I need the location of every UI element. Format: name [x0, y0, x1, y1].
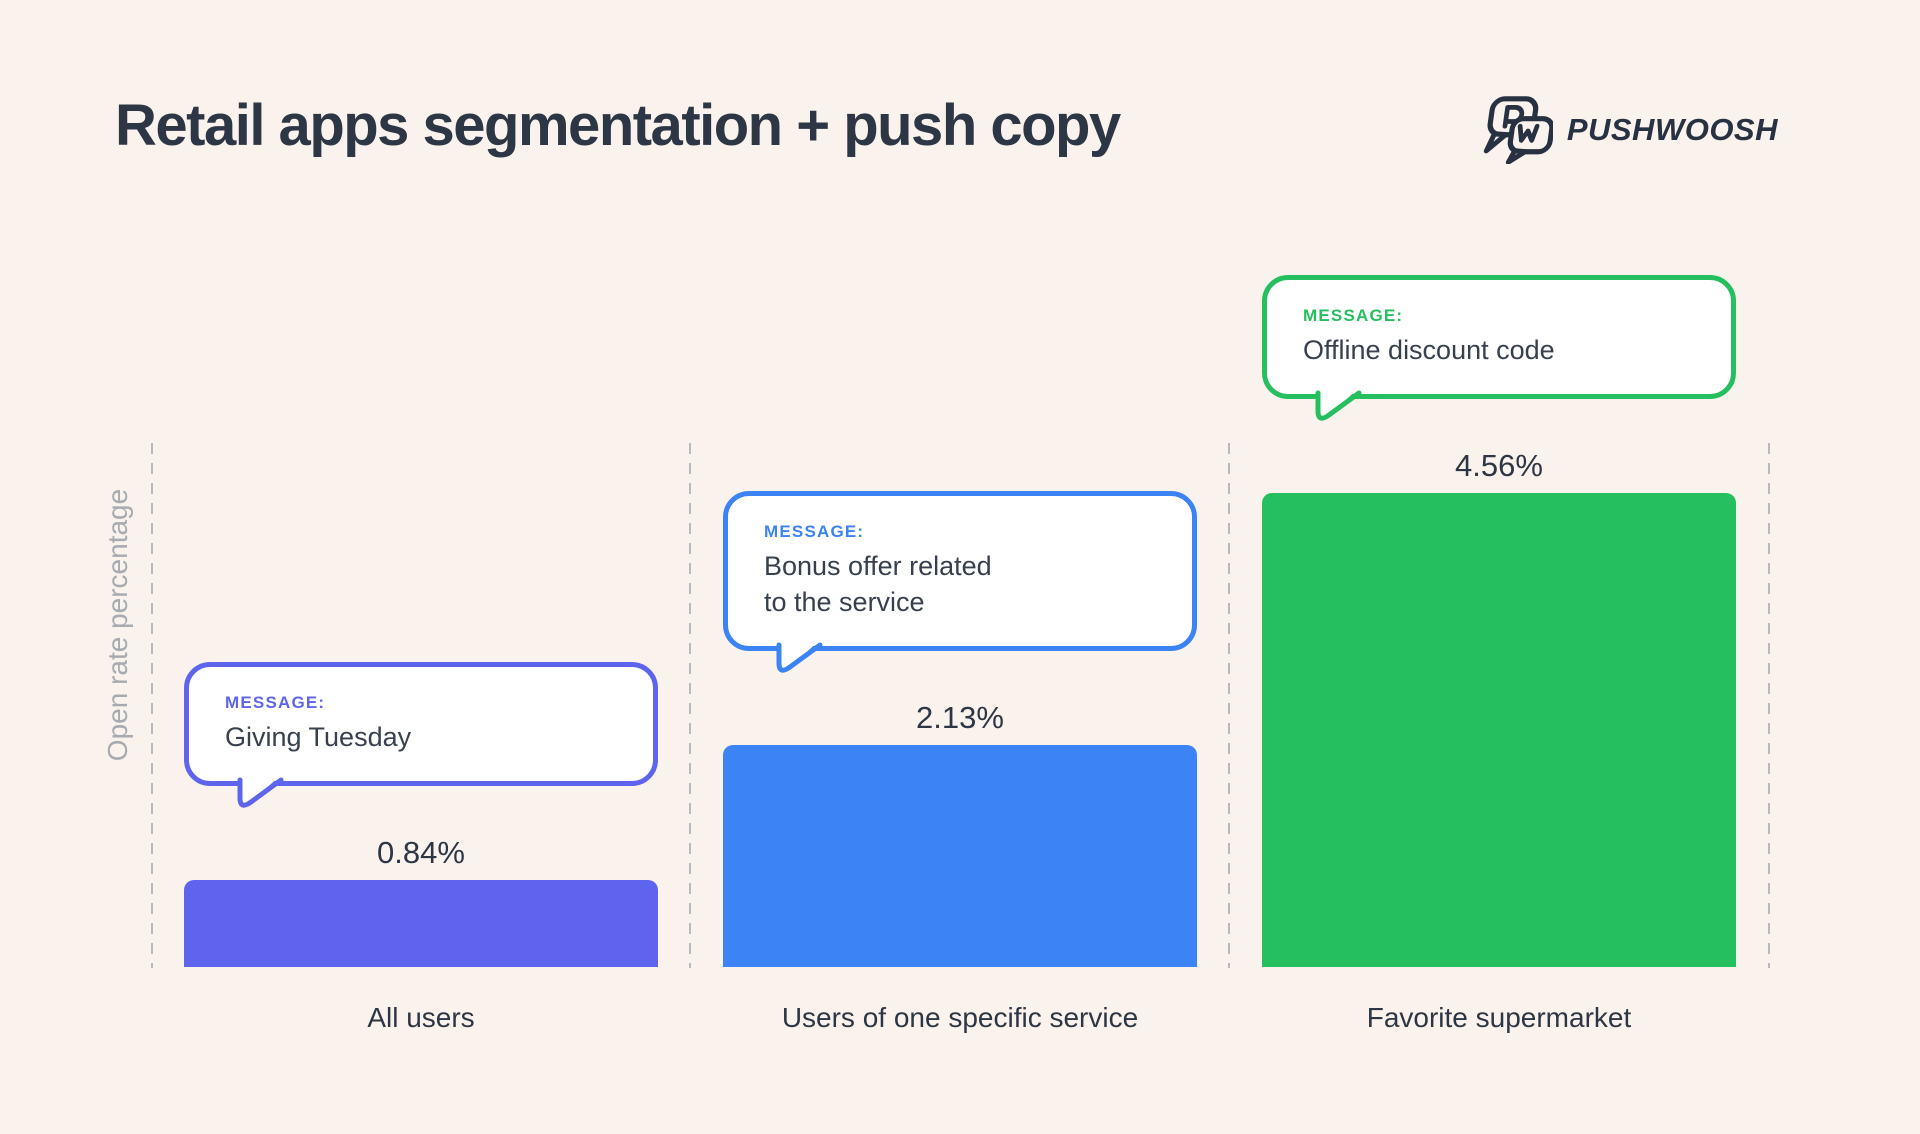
category-label: Favorite supermarket	[1366, 1002, 1632, 1033]
value-label: 4.56%	[1455, 448, 1543, 483]
bar-group-all-users: MESSAGE: Giving Tuesday 0.84%	[184, 662, 658, 967]
message-tag: MESSAGE:	[1303, 306, 1404, 325]
y-axis-label: Open rate percentage	[102, 488, 133, 762]
bar-group-specific-service: MESSAGE: Bonus offer related to the serv…	[723, 491, 1197, 967]
value-label: 2.13%	[916, 700, 1004, 735]
axis-separator	[1228, 443, 1230, 968]
category-label: All users	[367, 1002, 475, 1033]
pushwoosh-logo: PUSHWOOSH	[1473, 96, 1778, 164]
message-tag: MESSAGE:	[764, 522, 865, 541]
message-text: Bonus offer related to the service	[764, 551, 992, 617]
message-text: Offline discount code	[1303, 335, 1555, 365]
bar-group-favorite-supermarket: MESSAGE: Offline discount code 4.56%	[1262, 275, 1736, 967]
bar	[184, 880, 658, 967]
value-label: 0.84%	[377, 835, 465, 870]
page-title: Retail apps segmentation + push copy	[115, 93, 1121, 158]
bubble-tail-icon	[237, 774, 284, 808]
message-bubble: MESSAGE: Offline discount code	[1262, 275, 1736, 421]
message-text: Giving Tuesday	[225, 722, 412, 752]
bubble-tail-icon	[776, 639, 823, 673]
bubble-tail-icon	[1315, 387, 1362, 421]
message-tag: MESSAGE:	[225, 693, 326, 712]
axis-separator	[151, 443, 153, 968]
bar	[1262, 493, 1736, 967]
axis-separator	[1768, 443, 1770, 968]
category-label: Users of one specific service	[781, 1002, 1139, 1033]
bar	[723, 745, 1197, 967]
pushwoosh-logo-icon	[1483, 96, 1553, 164]
message-bubble: MESSAGE: Giving Tuesday	[184, 662, 658, 808]
message-bubble: MESSAGE: Bonus offer related to the serv…	[723, 491, 1197, 673]
brand-name: PUSHWOOSH	[1566, 112, 1778, 147]
axis-separator	[689, 443, 691, 968]
